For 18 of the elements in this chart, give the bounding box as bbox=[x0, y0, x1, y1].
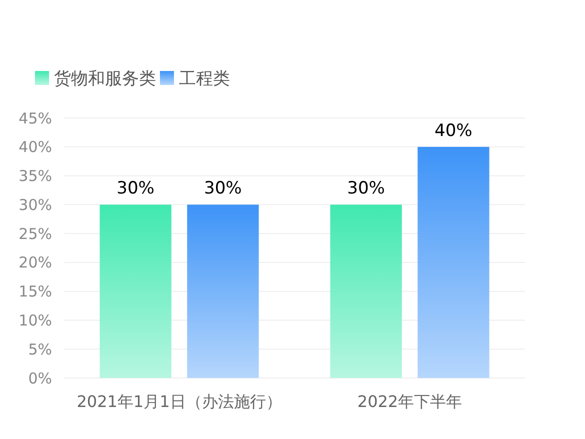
y-tick-label: 5% bbox=[28, 340, 52, 358]
data-label: 30% bbox=[204, 178, 242, 199]
y-tick-label: 40% bbox=[18, 138, 52, 156]
y-tick-label: 35% bbox=[18, 167, 52, 186]
data-label: 30% bbox=[347, 178, 385, 199]
x-tick-label: 2022年下半年 bbox=[357, 392, 462, 411]
data-label: 30% bbox=[116, 178, 154, 199]
y-tick-label: 10% bbox=[18, 311, 52, 330]
legend-label: 货物和服务类 bbox=[54, 69, 156, 89]
y-tick-label: 15% bbox=[18, 282, 52, 301]
y-tick-label: 45% bbox=[18, 109, 52, 128]
x-tick-label: 2021年1月1日（办法施行） bbox=[76, 392, 282, 411]
y-tick-label: 0% bbox=[28, 369, 52, 388]
data-label: 40% bbox=[434, 120, 472, 141]
legend-label: 工程类 bbox=[178, 69, 230, 89]
y-tick-label: 20% bbox=[18, 254, 52, 272]
y-tick-label: 25% bbox=[18, 224, 52, 243]
y-tick-label: 30% bbox=[18, 196, 52, 214]
